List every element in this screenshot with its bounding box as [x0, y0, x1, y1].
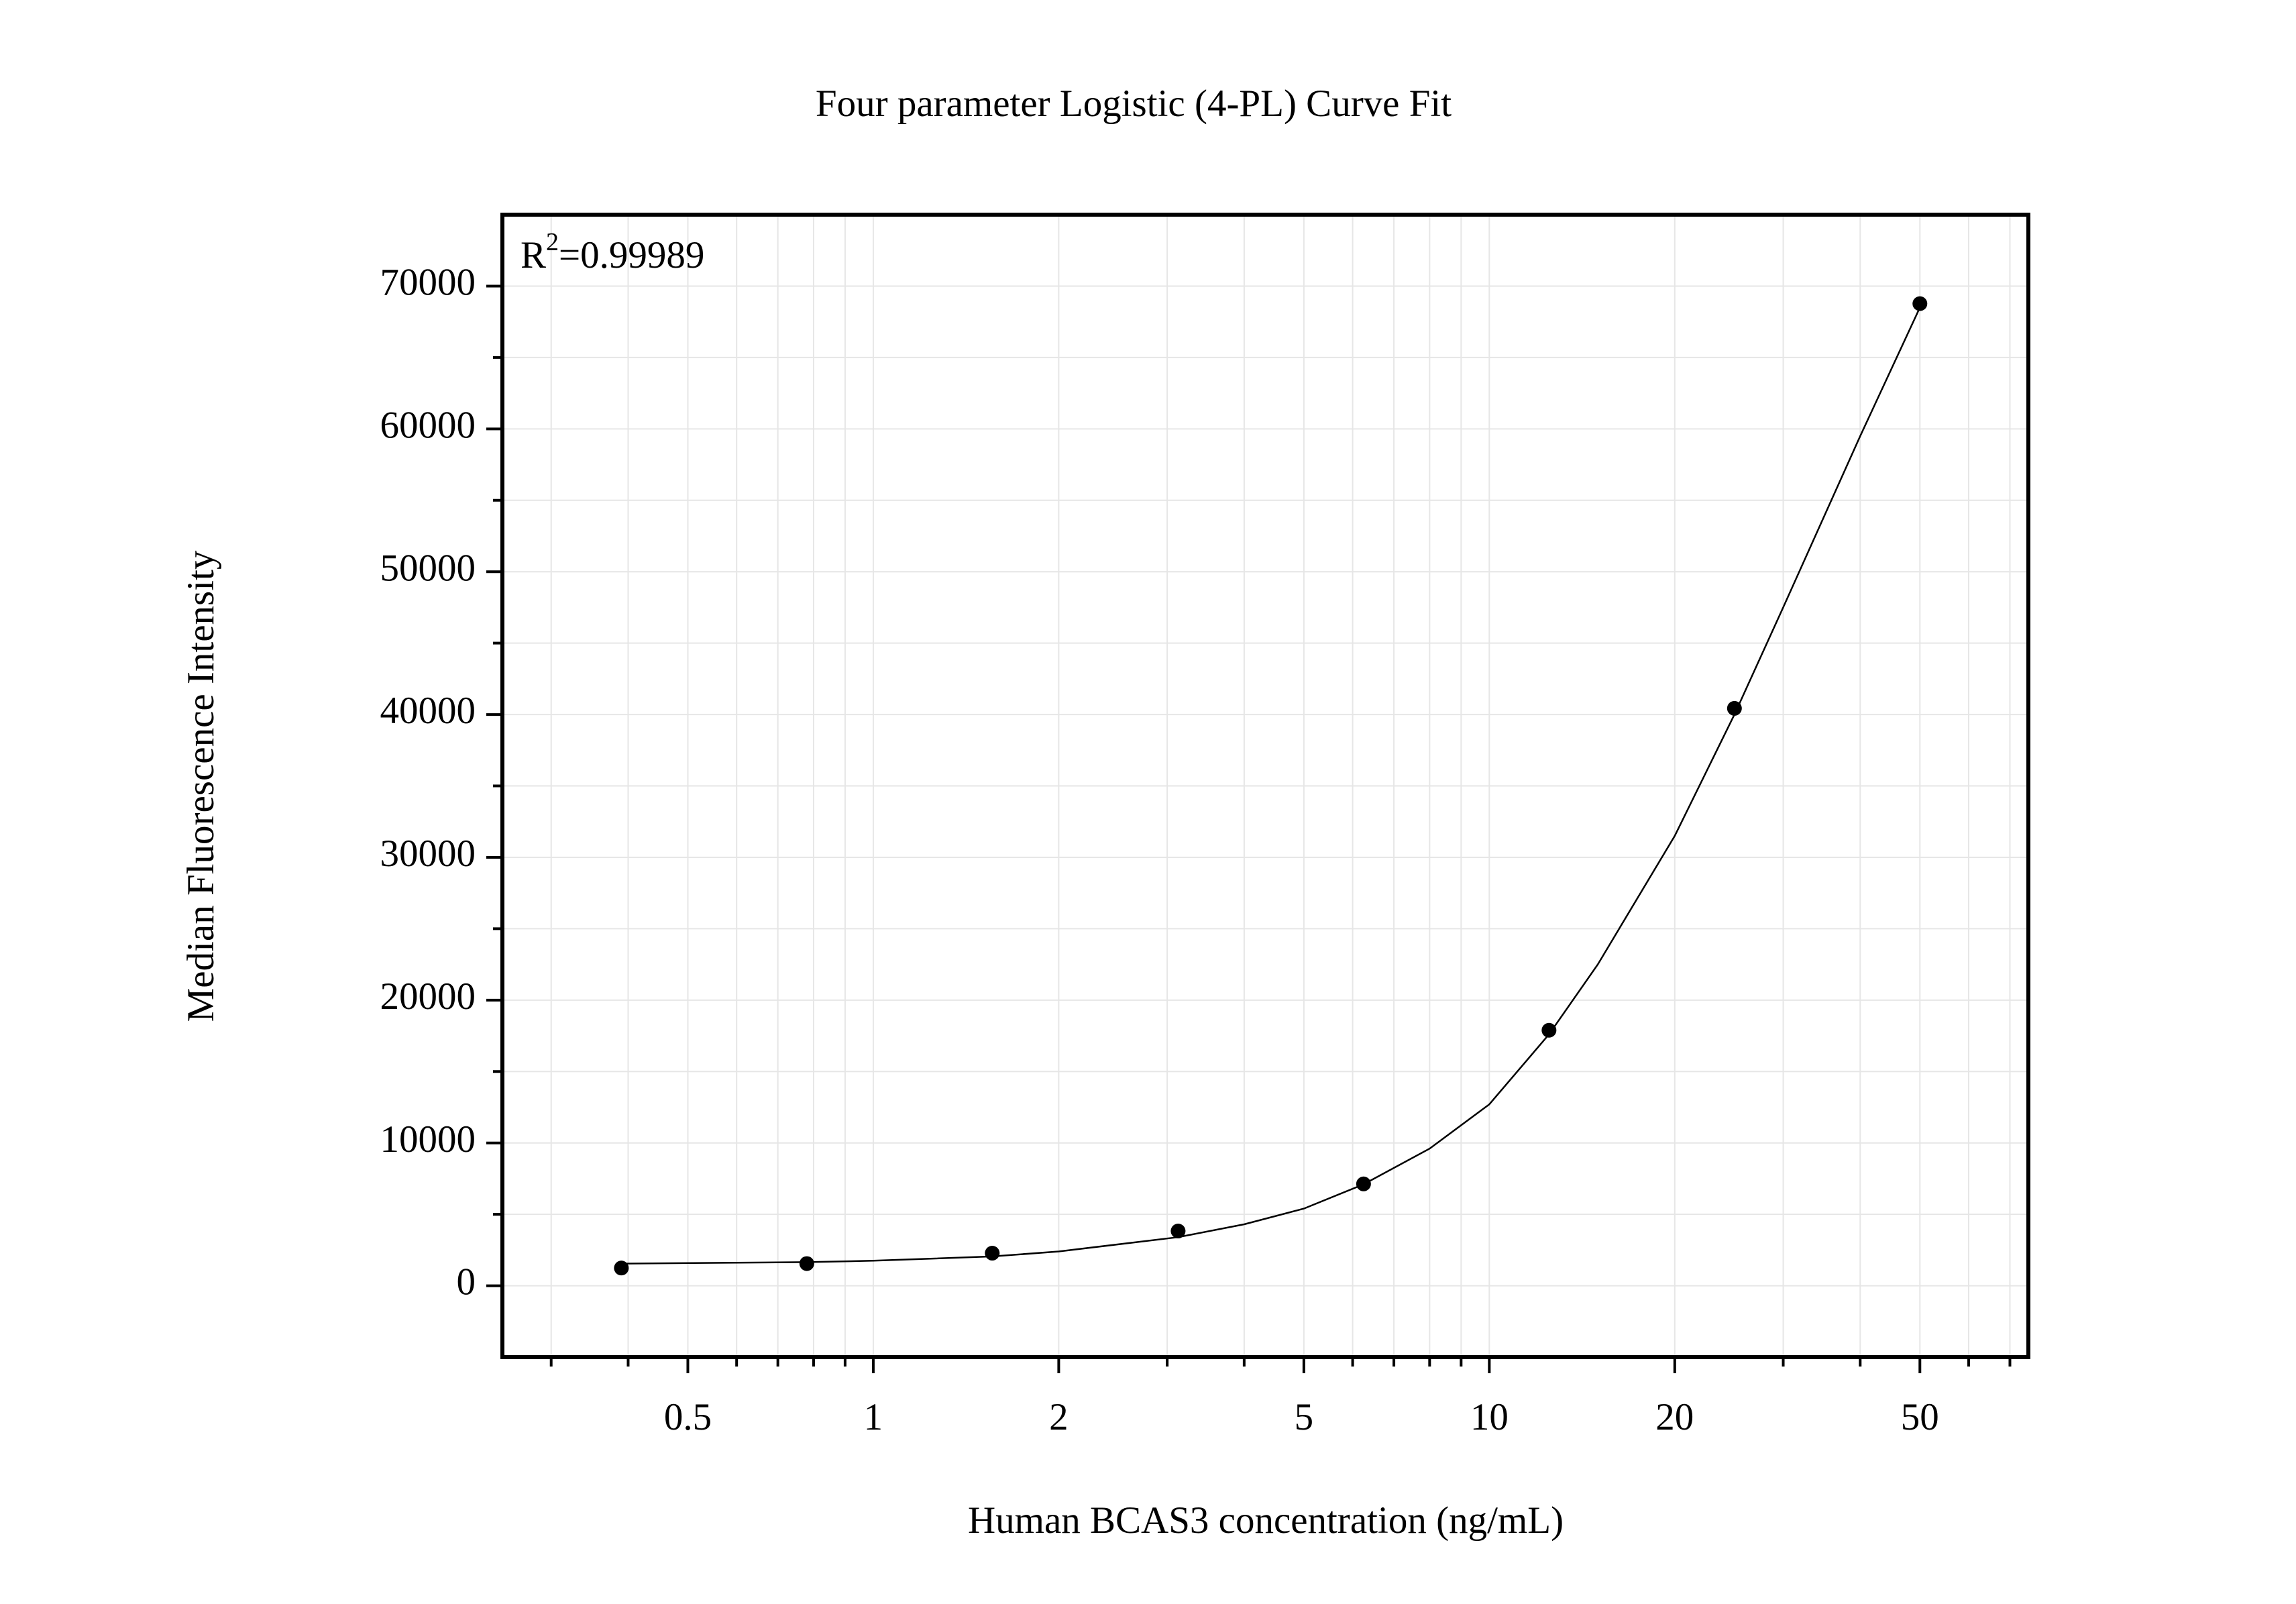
- y-tick-label: 50000: [380, 547, 476, 589]
- x-tick-label: 1: [864, 1396, 883, 1438]
- marks: [614, 296, 1928, 1276]
- y-tick-label: 10000: [380, 1118, 476, 1161]
- y-tick-label: 20000: [380, 975, 476, 1018]
- y-tick-label: 70000: [380, 262, 476, 304]
- data-point: [1727, 700, 1742, 716]
- y-tick-label: 60000: [380, 404, 476, 446]
- data-point: [1356, 1176, 1371, 1191]
- annotation: R2=0.99989: [521, 228, 704, 276]
- data-point: [1170, 1224, 1186, 1239]
- y-tick-label: 0: [457, 1261, 476, 1303]
- annotation-part: =0.99989: [559, 234, 704, 276]
- x-tick-label: 10: [1470, 1396, 1509, 1438]
- data-point: [1912, 296, 1928, 311]
- annotation-superscript: 2: [546, 228, 559, 256]
- x-tick-label: 20: [1655, 1396, 1694, 1438]
- fit-curve: [621, 307, 1921, 1265]
- y-tick-label: 40000: [380, 690, 476, 732]
- data-point: [985, 1246, 1000, 1261]
- plot-frame: [500, 213, 2030, 1359]
- y-tick-label: 30000: [380, 833, 476, 875]
- data-point: [614, 1261, 629, 1276]
- x-axis-label: Human BCAS3 concentration (ng/mL): [968, 1499, 1564, 1542]
- x-tick-label: 2: [1049, 1396, 1069, 1438]
- chart-title: Four parameter Logistic (4-PL) Curve Fit: [816, 83, 1452, 125]
- data-point: [1541, 1022, 1557, 1038]
- y-axis-label: Median Fluorescence Intensity: [180, 550, 222, 1022]
- x-tick-label: 50: [1901, 1396, 1939, 1438]
- data-point: [799, 1256, 814, 1271]
- x-tick-label: 5: [1295, 1396, 1314, 1438]
- grid: [502, 215, 2028, 1357]
- x-tick-label: 0.5: [664, 1396, 712, 1438]
- annotation-part: R: [521, 234, 546, 276]
